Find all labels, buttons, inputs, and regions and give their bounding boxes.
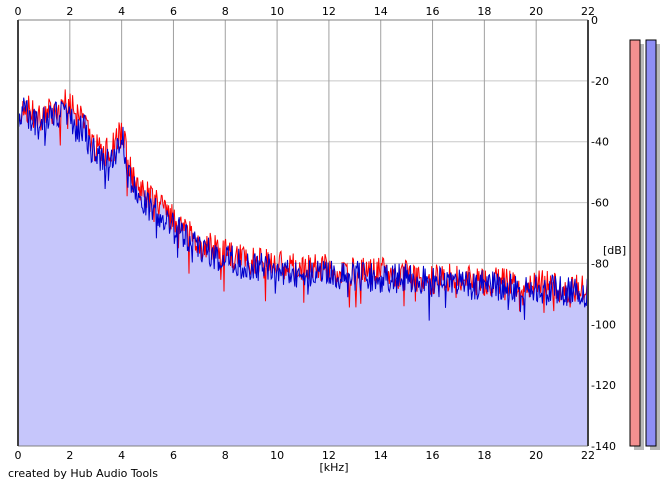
x-tick-label-top: 2 (66, 5, 73, 18)
x-tick-label-top: 16 (426, 5, 440, 18)
x-tick-label-bottom: 22 (581, 449, 595, 462)
x-tick-label-top: 8 (222, 5, 229, 18)
y-tick-label: -120 (591, 379, 616, 392)
y-tick-label: -20 (591, 75, 609, 88)
y-tick-label: -100 (591, 318, 616, 331)
spectrum-lines (17, 89, 589, 321)
x-tick-label-bottom: 18 (477, 449, 491, 462)
x-tick-label-bottom: 10 (270, 449, 284, 462)
meter-left (629, 39, 641, 447)
x-tick-label-top: 10 (270, 5, 284, 18)
x-tick-label-bottom: 0 (15, 449, 22, 462)
x-tick-label-top: 12 (322, 5, 336, 18)
x-tick-label-top: 6 (170, 5, 177, 18)
y-axis-label: [dB] (603, 244, 626, 257)
x-tick-label-bottom: 14 (374, 449, 388, 462)
y-tick-label: -80 (591, 257, 609, 270)
x-tick-label-bottom: 6 (170, 449, 177, 462)
y-tick-label: 0 (591, 14, 598, 27)
y-axis-ticks: 0 -20 -40 -60 -80 -100 -120 -140 (591, 14, 616, 453)
plot-frame (17, 19, 589, 447)
series-line-left (17, 89, 589, 313)
y-tick-label: -40 (591, 136, 609, 149)
credit-text: created by Hub Audio Tools (8, 467, 158, 480)
x-tick-label-top: 20 (529, 5, 543, 18)
x-tick-label-top: 22 (581, 5, 595, 18)
y-tick-label: -140 (591, 440, 616, 453)
x-axis-label: [kHz] (320, 461, 349, 474)
y-tick-label: -60 (591, 197, 609, 210)
x-tick-label-bottom: 8 (222, 449, 229, 462)
x-tick-label-bottom: 20 (529, 449, 543, 462)
x-tick-label-top: 4 (118, 5, 125, 18)
level-meters (629, 39, 660, 450)
x-tick-label-top: 0 (15, 5, 22, 18)
x-tick-label-bottom: 12 (322, 449, 336, 462)
x-tick-label-bottom: 4 (118, 449, 125, 462)
meter-right (645, 39, 657, 447)
x-tick-label-top: 14 (374, 5, 388, 18)
x-tick-label-bottom: 16 (426, 449, 440, 462)
x-tick-label-top: 18 (477, 5, 491, 18)
series-line-right (17, 97, 589, 321)
x-tick-label-bottom: 2 (66, 449, 73, 462)
